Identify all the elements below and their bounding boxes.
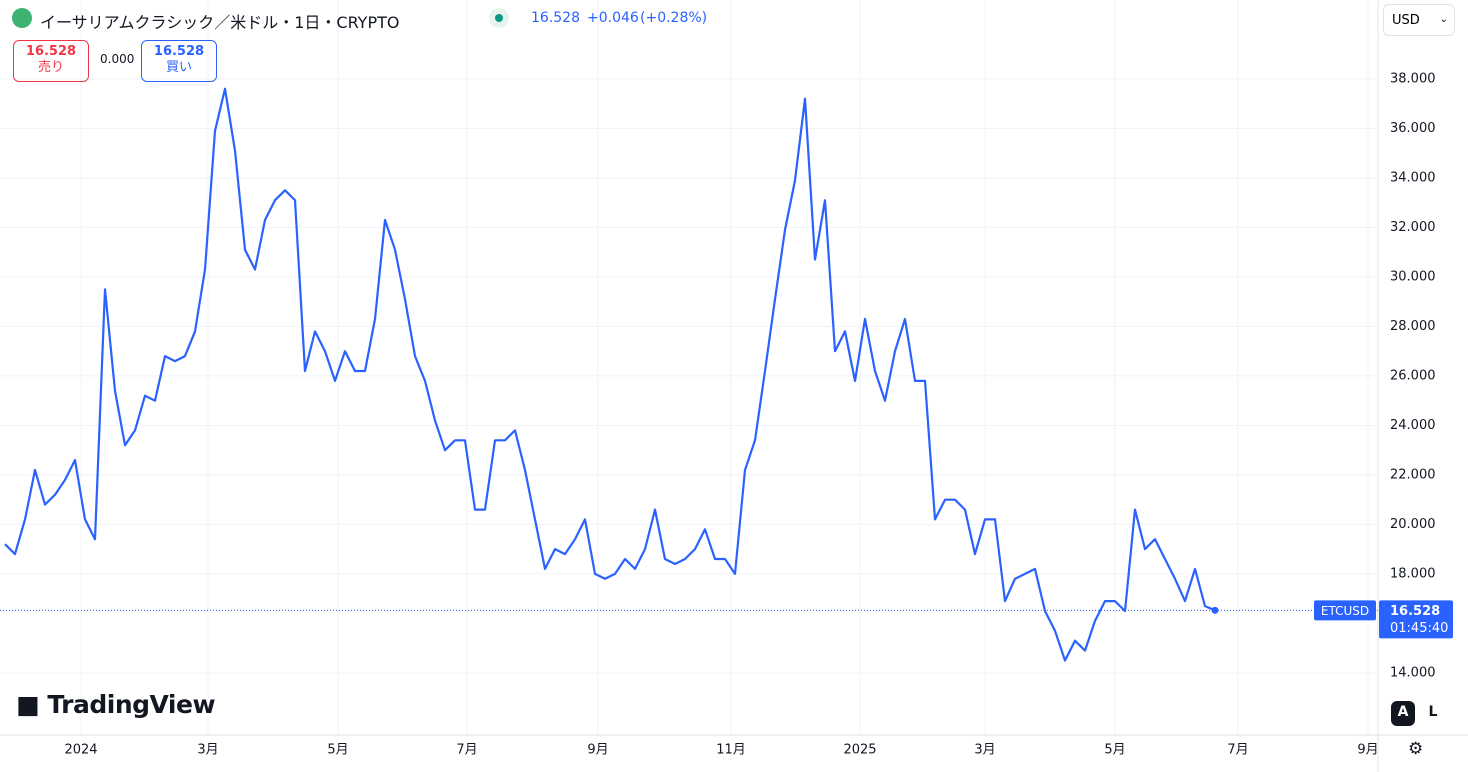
x-tick-label: 2025 (843, 743, 876, 758)
price-change: +0.046 (587, 10, 639, 26)
price-tag (1379, 600, 1453, 639)
buy-button[interactable]: 16.528 買い (141, 40, 217, 82)
symbol-tag (1314, 600, 1376, 621)
x-tick-label: 9月 (1357, 743, 1378, 758)
y-tick-label: 14.000 (1390, 665, 1436, 680)
x-tick-label: 5月 (1104, 743, 1125, 758)
coin-icon (12, 8, 32, 28)
y-tick-label: 20.000 (1390, 517, 1436, 532)
x-tick-label: 11月 (716, 743, 746, 758)
logo[interactable]: ■ TradingView (16, 690, 216, 719)
price-tag-label: 16.528 (1390, 604, 1440, 619)
currency-label: USD (1392, 13, 1420, 28)
y-tick-label: 30.000 (1390, 269, 1436, 284)
x-tick-label: 9月 (587, 743, 608, 758)
settings-button[interactable]: ⚙ (1408, 739, 1424, 759)
spread: 0.000 (100, 52, 135, 66)
x-tick-label: 3月 (974, 743, 995, 758)
buy-label: 買い (165, 60, 192, 75)
x-tick-label: 7月 (1227, 743, 1248, 758)
y-tick-label: 36.000 (1390, 121, 1436, 136)
y-tick-label: 18.000 (1390, 566, 1436, 581)
log-scale-button[interactable]: L (1428, 704, 1438, 720)
last-point (1211, 606, 1219, 614)
y-tick-label: 32.000 (1390, 220, 1436, 235)
y-tick-label: 26.000 (1390, 368, 1436, 383)
y-tick-label: 34.000 (1390, 170, 1436, 185)
price-change-pct: (+0.28%) (640, 10, 708, 26)
x-tick-label: 3月 (197, 743, 218, 758)
sell-label: 売り (37, 60, 64, 75)
auto-scale-button[interactable]: A (1391, 701, 1415, 726)
last-price: 16.528 (531, 10, 580, 26)
price-line-series (4, 87, 1216, 662)
y-tick-label: 38.000 (1390, 71, 1436, 86)
y-tick-label: 22.000 (1390, 467, 1436, 482)
symbol-title: イーサリアムクラシック／米ドル・1日・CRYPTO (40, 13, 400, 32)
buy-price: 16.528 (153, 44, 205, 59)
y-tick-label: 28.000 (1390, 319, 1436, 334)
countdown-label: 01:45:40 (1390, 621, 1448, 636)
symbol-tag-label: ETCUSD (1321, 604, 1369, 618)
x-tick-label: 2024 (64, 743, 97, 758)
currency-select[interactable]: USD ⌄ (1383, 4, 1455, 36)
y-tick-label: 24.000 (1390, 418, 1436, 433)
sell-price: 16.528 (25, 44, 77, 59)
market-status[interactable] (489, 8, 509, 28)
x-tick-label: 5月 (327, 743, 348, 758)
x-tick-label: 7月 (456, 743, 477, 758)
logo-text: TradingView (47, 690, 216, 719)
sell-button[interactable]: 16.528 売り (13, 40, 89, 82)
